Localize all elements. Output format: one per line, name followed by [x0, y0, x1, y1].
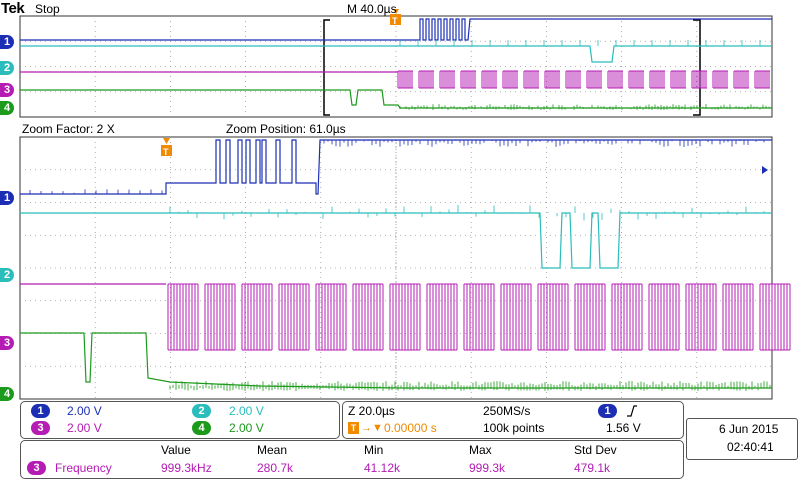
record-length: 100k points — [483, 421, 545, 435]
meas-header-stddev: Std Dev — [574, 443, 617, 457]
overview-trigger-arrow — [393, 9, 399, 14]
overview-grid — [20, 16, 772, 117]
meas-header-value: Value — [161, 443, 191, 457]
zoom-ch3-bursts — [167, 283, 791, 351]
trigger-position: 0.00000 s — [384, 421, 437, 435]
measurement-panel[interactable]: Value Mean Min Max Std Dev 3 Frequency 9… — [20, 440, 684, 479]
trigger-level-arrow — [762, 166, 768, 174]
ch2-badge: 2 — [192, 404, 211, 418]
meas-min: 41.12k — [364, 461, 401, 475]
zoom-bracket-left — [323, 19, 330, 116]
rising-edge-icon — [627, 405, 637, 417]
overview-trigger-label: T — [392, 16, 398, 26]
zoom-ch2-trace — [20, 212, 772, 269]
zoom-trigger-label: T — [163, 147, 169, 157]
acquisition-panel[interactable]: Z 20.0µs 250MS/s T →▼ 0.00000 s 100k poi… — [342, 401, 684, 439]
meas-header-max: Max — [469, 443, 492, 457]
overview-ch4-marker[interactable]: 4 — [0, 101, 14, 115]
zoom-ch1-marker[interactable]: 1 — [0, 191, 14, 205]
ch3-scale: 2.00 V — [67, 421, 102, 435]
zoom-ch2-noise — [169, 205, 765, 221]
zoom-frame — [19, 136, 773, 400]
zoom-ch4-trace — [20, 332, 772, 389]
zoom-trigger-arrow — [163, 138, 170, 144]
overview-ch2-marker[interactable]: 2 — [0, 61, 14, 75]
meas-header-mean: Mean — [257, 443, 288, 457]
ch4-scale: 2.00 V — [229, 421, 264, 435]
overview-ch2-trace — [20, 45, 772, 63]
sample-rate: 250MS/s — [483, 404, 531, 418]
overview-ch1-trace — [20, 18, 772, 41]
zoom-scale: Z 20.0µs — [348, 404, 395, 418]
time-readout: 02:40:41 — [727, 440, 774, 454]
channel-scale-panel[interactable]: 1 2.00 V 2 2.00 V 3 2.00 V 4 2.00 V — [20, 401, 340, 439]
zoom-grid — [20, 137, 772, 399]
meas-value: 999.3kHz — [161, 461, 212, 475]
overview-window: T — [19, 9, 773, 118]
trigger-position-icon: T — [348, 422, 359, 434]
meas-header-min: Min — [364, 443, 384, 457]
zoom-ch1-noise — [29, 140, 769, 194]
trigger-arrow-icon: →▼ — [361, 422, 383, 434]
meas-label: Frequency — [55, 461, 112, 475]
zoom-ch3-marker[interactable]: 3 — [0, 336, 14, 350]
overview-ch1-marker[interactable]: 1 — [0, 35, 14, 49]
zoom-ch4-noise — [169, 381, 771, 391]
zoom-ch4-marker[interactable]: 4 — [0, 387, 14, 401]
zoom-ch2-marker[interactable]: 2 — [0, 268, 14, 282]
run-state[interactable]: Stop — [35, 2, 60, 16]
date-readout: 6 Jun 2015 — [719, 422, 779, 436]
meas-mean: 280.7k — [257, 461, 294, 475]
ch1-badge: 1 — [31, 404, 50, 418]
meas-max: 999.3k — [469, 461, 506, 475]
ch4-badge: 4 — [192, 421, 211, 435]
zoom-factor[interactable]: Zoom Factor: 2 X — [22, 122, 115, 136]
zoom-bracket-right — [693, 19, 701, 116]
zoom-position[interactable]: Zoom Position: 61.0µs — [226, 122, 346, 136]
overview-ch4-trace — [20, 89, 772, 109]
zoom-trigger-icon — [161, 145, 172, 156]
meas-stddev: 479.1k — [574, 461, 611, 475]
datetime-panel[interactable]: 6 Jun 2015 02:40:41 — [686, 418, 798, 460]
brand-logo: Tek — [1, 0, 25, 17]
timebase-readout[interactable]: M 40.0µs — [347, 2, 397, 16]
overview-ch3-bursts — [397, 70, 770, 89]
ch1-scale: 2.00 V — [67, 404, 102, 418]
overview-ch4-noise — [399, 104, 770, 110]
trigger-source-badge: 1 — [598, 404, 617, 418]
overview-trigger-icon — [390, 14, 401, 25]
ch3-badge: 3 — [31, 421, 50, 435]
zoom-ch1-trace — [20, 139, 772, 195]
meas-channel-badge: 3 — [27, 461, 46, 475]
ch2-scale: 2.00 V — [229, 404, 264, 418]
overview-ch3-marker[interactable]: 3 — [0, 83, 14, 97]
trigger-level: 1.56 V — [606, 421, 641, 435]
